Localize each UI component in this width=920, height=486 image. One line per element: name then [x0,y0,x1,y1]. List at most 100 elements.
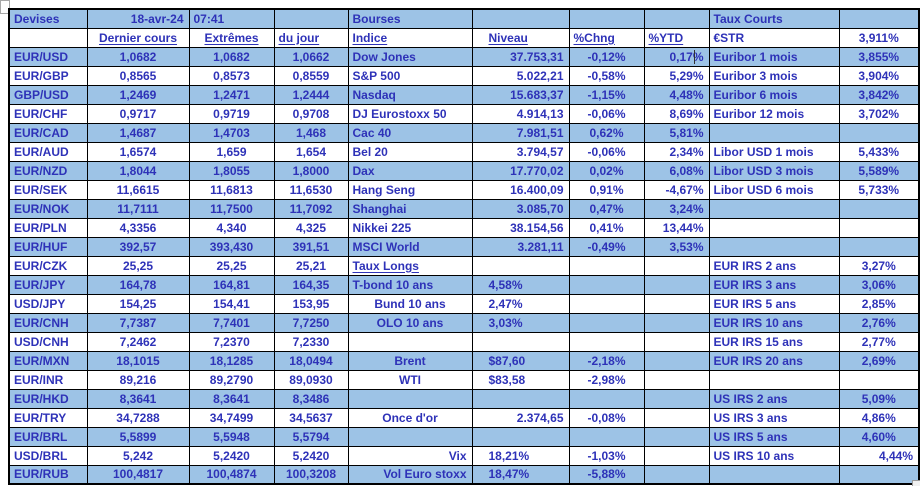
level-cell[interactable]: $83,58 [471,369,570,390]
day-value-cell[interactable] [273,8,349,29]
level-cell[interactable]: 7.981,51 [471,122,570,143]
rate-value-cell[interactable]: 5,433% [838,141,920,162]
currency-pair-cell[interactable]: EUR/HUF [8,236,88,257]
extremes-cell[interactable]: 0,8573 [188,65,275,86]
pct-change-cell[interactable] [568,255,645,276]
level-cell[interactable]: 18,47% [471,464,570,485]
index-name-cell[interactable] [347,426,473,447]
rate-name-cell[interactable]: EUR IRS 20 ans [708,350,840,371]
rate-name-cell[interactable] [708,464,840,485]
index-name-cell[interactable]: Bel 20 [347,141,473,162]
pct-ytd-cell[interactable]: 2,34% [643,141,710,162]
level-cell[interactable]: 3.794,57 [471,141,570,162]
currency-pair-cell[interactable]: EUR/CAD [8,122,88,143]
pct-change-cell[interactable]: 0,47% [568,198,645,219]
last-price-cell[interactable]: 18,1015 [86,350,190,371]
rate-value-cell[interactable]: 3,855% [838,46,920,67]
extremes-cell[interactable]: 11,6813 [188,179,275,200]
last-price-cell[interactable]: 100,4817 [86,464,190,485]
last-price-cell[interactable]: 1,8044 [86,160,190,181]
extremes-cell[interactable]: 5,2420 [188,445,275,466]
rate-value-cell[interactable]: 3,904% [838,65,920,86]
last-price-cell[interactable]: 0,8565 [86,65,190,86]
level-cell[interactable]: 3.281,11 [471,236,570,257]
index-name-cell[interactable]: Dow Jones [347,46,473,67]
currency-pair-cell[interactable]: EUR/TRY [8,407,88,428]
rate-name-cell[interactable]: Euribor 3 mois [708,65,840,86]
last-price-cell[interactable]: 1,2469 [86,84,190,105]
index-name-cell[interactable]: Nasdaq [347,84,473,105]
level-cell[interactable] [471,388,570,409]
currency-pair-cell[interactable]: EUR/NOK [8,198,88,219]
rate-value-cell[interactable]: 4,60% [838,426,920,447]
day-value-cell[interactable]: 5,5794 [273,426,349,447]
rate-name-cell[interactable]: Libor USD 3 mois [708,160,840,181]
rate-name-cell[interactable]: EUR IRS 2 ans [708,255,840,276]
pct-ytd-cell[interactable]: 5,29% [643,65,710,86]
rate-value-cell[interactable]: 3,911% [838,27,920,48]
index-name-cell[interactable]: Shanghai [347,198,473,219]
pct-change-cell[interactable]: %Chng [568,27,645,48]
rate-name-cell[interactable]: EUR IRS 5 ans [708,293,840,314]
pct-change-cell[interactable]: -0,08% [568,407,645,428]
level-cell[interactable]: 4,58% [471,274,570,295]
pct-change-cell[interactable] [568,293,645,314]
day-value-cell[interactable]: 391,51 [273,236,349,257]
last-price-cell[interactable]: 392,57 [86,236,190,257]
pct-change-cell[interactable]: -0,06% [568,103,645,124]
extremes-cell[interactable]: 0,9719 [188,103,275,124]
rate-value-cell[interactable]: 2,85% [838,293,920,314]
last-price-cell[interactable]: 1,0682 [86,46,190,67]
pct-ytd-cell[interactable]: 3,53% [643,236,710,257]
rate-name-cell[interactable]: Euribor 12 mois [708,103,840,124]
index-name-cell[interactable]: Brent [347,350,473,371]
rate-value-cell[interactable] [838,8,920,29]
extremes-cell[interactable]: 1,4703 [188,122,275,143]
day-value-cell[interactable]: 1,0662 [273,46,349,67]
rate-name-cell[interactable]: US IRS 3 ans [708,407,840,428]
pct-ytd-cell[interactable]: 0,17% [643,46,710,67]
currency-pair-cell[interactable]: EUR/JPY [8,274,88,295]
day-value-cell[interactable]: 7,7250 [273,312,349,333]
level-cell[interactable]: 2,47% [471,293,570,314]
pct-change-cell[interactable]: 0,02% [568,160,645,181]
pct-ytd-cell[interactable] [643,293,710,314]
day-value-cell[interactable]: 164,35 [273,274,349,295]
pct-change-cell[interactable] [568,388,645,409]
currency-pair-cell[interactable]: EUR/MXN [8,350,88,371]
day-value-cell[interactable]: 5,2420 [273,445,349,466]
currency-pair-cell[interactable]: EUR/GBP [8,65,88,86]
currency-pair-cell[interactable]: EUR/AUD [8,141,88,162]
pct-change-cell[interactable] [568,8,645,29]
pct-change-cell[interactable] [568,331,645,352]
pct-change-cell[interactable]: -0,12% [568,46,645,67]
pct-ytd-cell[interactable]: 6,08% [643,160,710,181]
rate-value-cell[interactable] [838,369,920,390]
rate-name-cell[interactable]: US IRS 5 ans [708,426,840,447]
rate-value-cell[interactable]: 4,86% [838,407,920,428]
day-value-cell[interactable]: du jour [273,27,349,48]
last-price-cell[interactable]: 5,242 [86,445,190,466]
pct-ytd-cell[interactable]: %YTD [643,27,710,48]
last-price-cell[interactable]: 34,7288 [86,407,190,428]
currency-pair-cell[interactable]: EUR/RUB [8,464,88,485]
rate-name-cell[interactable] [708,217,840,238]
extremes-cell[interactable]: 34,7499 [188,407,275,428]
currency-pair-cell[interactable]: EUR/CHF [8,103,88,124]
pct-ytd-cell[interactable]: 3,24% [643,198,710,219]
pct-change-cell[interactable]: -1,03% [568,445,645,466]
index-name-cell[interactable]: MSCI World [347,236,473,257]
pct-ytd-cell[interactable] [643,464,710,485]
day-value-cell[interactable]: 0,8559 [273,65,349,86]
pct-change-cell[interactable]: -5,88% [568,464,645,485]
rate-value-cell[interactable]: 2,77% [838,331,920,352]
currency-pair-cell[interactable]: EUR/PLN [8,217,88,238]
pct-change-cell[interactable]: -1,15% [568,84,645,105]
rate-value-cell[interactable] [838,198,920,219]
rate-name-cell[interactable]: Taux Courts [708,8,840,29]
last-price-cell[interactable]: 11,7111 [86,198,190,219]
pct-ytd-cell[interactable] [643,445,710,466]
currency-pair-cell[interactable]: GBP/USD [8,84,88,105]
pct-change-cell[interactable]: -0,06% [568,141,645,162]
pct-ytd-cell[interactable] [643,369,710,390]
